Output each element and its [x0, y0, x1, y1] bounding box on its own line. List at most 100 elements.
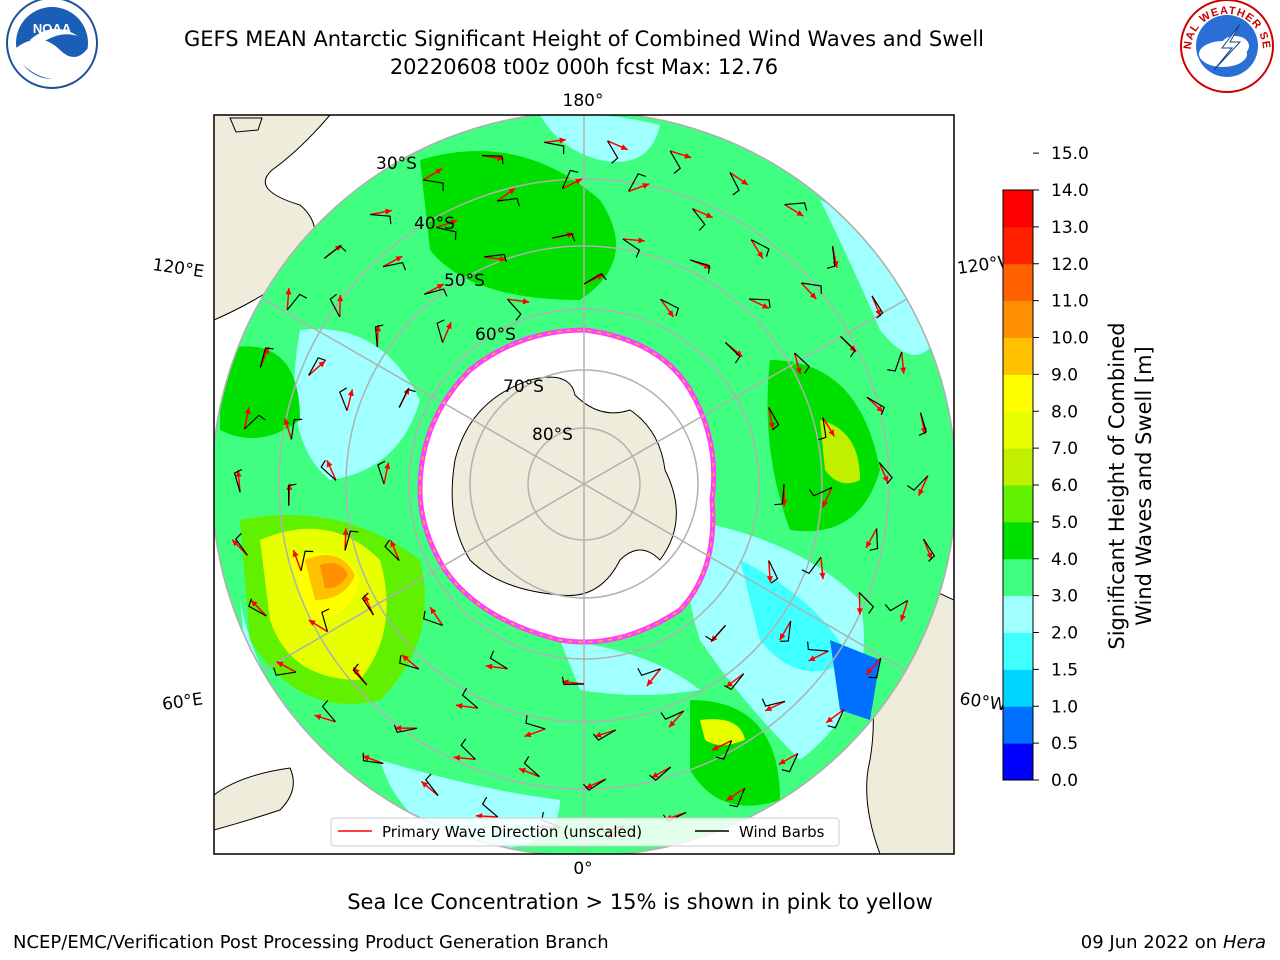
wave-arrow-head — [866, 667, 873, 675]
wind-barb — [750, 239, 770, 257]
wind-barb — [321, 608, 330, 632]
noaa-logo: NOAA — [6, 0, 98, 89]
wind-barb — [801, 282, 822, 294]
wind-barb — [715, 740, 733, 760]
wind-barb — [690, 259, 711, 274]
wave-arrow-head — [318, 360, 326, 368]
wind-barb — [374, 324, 384, 347]
colorbar-tick-label: 5.0 — [1051, 513, 1078, 533]
lon-label-60e: 60°E — [161, 689, 204, 714]
wave-arrow-head — [362, 755, 370, 761]
wave-arrow-head — [766, 575, 773, 583]
wave-arrow-head — [499, 256, 507, 263]
wave-arrow-head — [756, 251, 763, 259]
wave-arrow-head — [292, 550, 299, 558]
wave-arrow-head — [308, 619, 316, 626]
wave-arrow-head — [394, 725, 402, 732]
wind-barb — [723, 673, 745, 691]
antarctica — [451, 376, 677, 597]
wind-barb — [525, 715, 546, 730]
wind-barb — [393, 724, 417, 733]
wind-barb — [858, 592, 875, 614]
wave-arrow-head — [524, 731, 532, 738]
wind-barb — [308, 357, 326, 376]
wind-barb — [382, 262, 407, 271]
wave-arrow-head — [778, 758, 786, 765]
wind-barb — [871, 295, 884, 319]
lat-label-40s: 40°S — [414, 214, 455, 234]
wind-barb — [582, 778, 606, 791]
wind-barb — [637, 667, 661, 676]
wave-arrow-head — [385, 208, 392, 215]
wave-arrow-head — [430, 607, 437, 615]
wave-arrow-head — [337, 294, 344, 302]
wave-arrow-head — [342, 528, 349, 535]
wave-arrow-head — [826, 716, 833, 723]
colorbar-tick-label: 7.0 — [1051, 439, 1078, 459]
colorbar-tick-label: 2.0 — [1051, 624, 1078, 644]
wave-arrow-head — [795, 367, 802, 375]
wind-barb — [370, 213, 392, 225]
chart-subtitle: 20220608 t00z 000h fcst Max: 12.76 — [389, 55, 779, 79]
wind-barb — [660, 710, 685, 720]
wave-arrow-head — [314, 714, 322, 721]
wind-barb — [244, 414, 266, 430]
wave-direction-vectors — [231, 137, 936, 841]
wind-barb — [592, 729, 617, 741]
wave-arrow-head — [276, 661, 284, 668]
wind-barb — [344, 530, 359, 551]
map-area — [214, 115, 954, 854]
colorbar-tick-label: 0.5 — [1051, 734, 1078, 754]
wind-barb — [781, 753, 799, 773]
wind-barb — [436, 226, 457, 240]
colorbar-tick-label: 3.0 — [1051, 587, 1078, 607]
wind-barb — [507, 298, 522, 321]
colorbar-label-line1: Significant Height of Combined — [1105, 322, 1129, 649]
lat-label-60s: 60°S — [475, 325, 516, 345]
colorbar-segment — [1003, 374, 1033, 412]
wave-arrow-head — [374, 324, 382, 332]
wind-barb — [460, 738, 476, 760]
wind-barb — [807, 641, 829, 652]
wave-arrow-head — [684, 152, 692, 159]
wave-arrow-head — [436, 284, 444, 290]
chart-title: GEFS MEAN Antarctic Significant Height o… — [183, 27, 985, 51]
wind-barb — [887, 351, 903, 372]
wind-barb — [424, 288, 448, 297]
wind-barb — [398, 388, 416, 408]
wave-arrow-head — [421, 781, 429, 788]
footer-date: 09 Jun 2022 on Hera — [1081, 932, 1266, 953]
colorbar-tick-label: 6.0 — [1051, 476, 1078, 496]
wind-barb — [481, 796, 499, 818]
wind-barb — [729, 172, 740, 196]
colorbar-segment — [1003, 669, 1033, 707]
wind-barb — [660, 298, 680, 317]
wind-barb — [461, 687, 479, 709]
nws-logo: NATIONAL WEATHER SERVICE — [0, 0, 1274, 93]
wave-arrow-head — [900, 614, 906, 622]
colorbar-segment — [1003, 190, 1033, 228]
wind-barb — [692, 208, 706, 231]
wave-arrow-head — [796, 210, 804, 217]
wind-barb — [377, 460, 386, 485]
wind-barb — [774, 483, 785, 506]
wind-barb — [725, 342, 741, 364]
wind-barb — [628, 173, 646, 192]
wave-arrow-head — [828, 429, 835, 437]
colorbar-segment — [1003, 743, 1033, 781]
wind-barb — [606, 140, 619, 164]
wave-arrow-head — [522, 298, 530, 305]
wave-arrow-head — [518, 768, 526, 774]
wind-barb — [484, 253, 508, 263]
wind-barb — [561, 676, 585, 686]
wind-barb — [286, 293, 308, 311]
nws-logo-text: NATIONAL WEATHER SERVICE — [0, 0, 1271, 50]
colorbar-segment — [1003, 485, 1033, 523]
wind-barb — [321, 699, 336, 723]
wind-barb — [583, 272, 607, 285]
map-frame — [213, 114, 955, 855]
wind-barb — [352, 663, 368, 686]
wave-arrow-head — [866, 540, 872, 548]
wave-arrow-head — [347, 389, 354, 397]
footer-date-text: 09 Jun 2022 on — [1080, 932, 1218, 953]
